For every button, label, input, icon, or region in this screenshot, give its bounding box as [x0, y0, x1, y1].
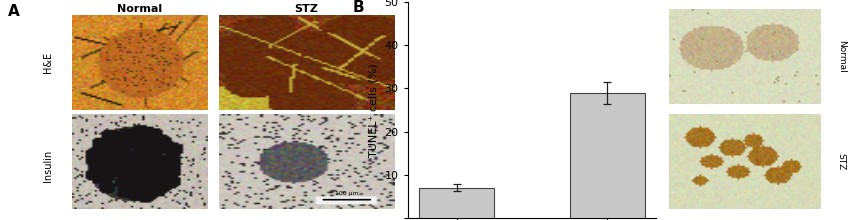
Text: STZ: STZ	[295, 4, 319, 14]
Text: Insulin: Insulin	[43, 150, 53, 182]
Text: Normal: Normal	[837, 40, 846, 72]
Text: H&E: H&E	[43, 52, 53, 73]
Text: 100 μm: 100 μm	[335, 191, 359, 196]
Text: A: A	[9, 4, 20, 19]
Text: Normal: Normal	[117, 4, 162, 14]
Bar	[419, 188, 494, 218]
Bar	[569, 93, 645, 218]
Y-axis label: TUNEL⁺ cells (%): TUNEL⁺ cells (%)	[369, 63, 379, 157]
Text: B: B	[353, 0, 364, 15]
Text: STZ: STZ	[837, 153, 846, 170]
